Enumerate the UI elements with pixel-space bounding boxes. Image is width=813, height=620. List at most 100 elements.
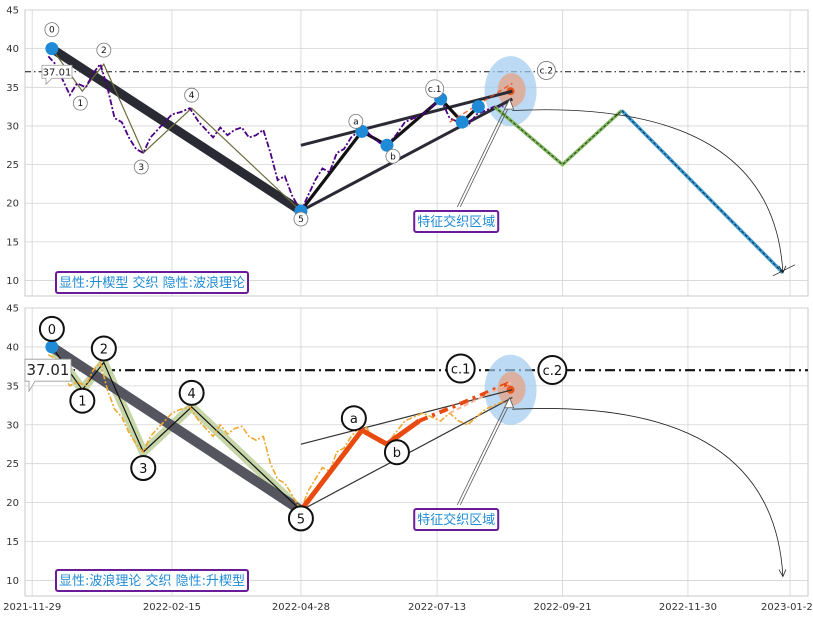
projection-blue-inner	[621, 110, 784, 274]
y-tick-label: 30	[6, 420, 19, 431]
panel-label: 显性:升楔型 交织 隐性:波浪理论	[59, 275, 245, 291]
wave-label: b	[390, 152, 396, 162]
y-tick-label: 15	[6, 537, 19, 548]
reference-label-box	[24, 358, 72, 393]
price-series	[47, 55, 504, 213]
wave-label: 0	[49, 26, 55, 36]
wave-node	[380, 138, 394, 152]
wave-label: c.2	[543, 364, 563, 379]
wedge-line-lower	[300, 97, 514, 213]
y-tick-label: 40	[6, 342, 19, 353]
wave-label-marker	[385, 148, 401, 164]
wave-label: 2	[101, 46, 107, 56]
region-pointer	[456, 401, 511, 506]
wave-label: 3	[138, 163, 144, 173]
y-tick-label: 20	[6, 498, 19, 509]
region-pointer-head	[503, 396, 515, 409]
wave-label: 2	[100, 342, 108, 357]
y-tick-label: 45	[6, 6, 19, 17]
projection-arc-head	[778, 265, 787, 274]
wave-impulse	[51, 346, 302, 511]
y-tick-label: 10	[6, 276, 19, 287]
y-tick-label: 20	[6, 199, 19, 210]
y-tick-label: 25	[6, 160, 19, 171]
wave-label: 1	[77, 99, 83, 109]
wave-label: 4	[187, 387, 195, 402]
y-tick-label: 10	[6, 576, 19, 587]
wave-label: b	[393, 446, 401, 461]
wave-label-marker	[293, 211, 309, 227]
wave-c-light	[449, 381, 513, 414]
wave-abc	[298, 418, 421, 512]
reference-label: 37.01	[27, 361, 70, 379]
panel-label: 显性:波浪理论 交织 隐性:升楔型	[59, 573, 245, 589]
panel-top: 1015202530354045特征交织区域012345abc.1c.237.0…	[6, 6, 809, 297]
projection-green-inner	[494, 106, 623, 166]
wedge-line-main	[46, 341, 306, 516]
reference-label-box	[41, 64, 73, 86]
projection-arc	[512, 408, 784, 577]
plot-area	[24, 307, 809, 597]
wedge-line-upper	[300, 389, 513, 445]
wave-label: 3	[139, 462, 147, 477]
reference-label: 37.01	[43, 67, 72, 78]
y-tick-label: 45	[6, 304, 19, 315]
wave-label-marker	[178, 379, 205, 406]
wave-label-marker	[340, 405, 367, 432]
wave-label-marker	[44, 22, 60, 38]
wave-label: c.2	[540, 66, 554, 76]
x-tick-label: 2022-04-28	[272, 602, 330, 613]
wave-label: 5	[297, 512, 305, 527]
region-label: 特征交织区域	[417, 512, 495, 528]
y-tick-label: 40	[6, 44, 19, 55]
x-tick-label: 2022-11-30	[659, 602, 717, 613]
wave-node	[45, 42, 59, 56]
region-pointer	[456, 102, 511, 208]
wave-label-marker	[537, 354, 568, 385]
x-tick-label: 2023-01-26	[761, 602, 813, 613]
wave-label-marker	[69, 387, 96, 414]
wave-label: 0	[48, 323, 56, 338]
wave-label: a	[353, 117, 359, 127]
wave-label: 4	[189, 91, 195, 101]
y-tick-label: 35	[6, 83, 19, 94]
projection-end-mark	[772, 264, 796, 277]
x-tick-label: 2022-09-21	[533, 602, 591, 613]
x-tick-label: 2022-02-15	[143, 602, 201, 613]
wave-node	[471, 100, 485, 114]
wave-label-marker	[72, 95, 88, 111]
wave-label-marker	[536, 61, 556, 80]
plot-area	[24, 9, 809, 297]
region-pointer-head	[503, 98, 515, 110]
wave-label-marker	[287, 505, 314, 532]
projection-arc-head	[778, 569, 787, 578]
wave-label-marker	[445, 353, 476, 384]
wave-label-marker	[38, 315, 65, 342]
wave-label-marker	[90, 335, 117, 362]
wave-label-marker	[133, 159, 149, 175]
wedge-line-main	[47, 44, 306, 216]
wave-label-marker	[425, 79, 445, 99]
x-tick-label: 2021-11-29	[3, 602, 61, 613]
projection-arc	[512, 109, 784, 273]
panel-label-box	[55, 569, 249, 592]
region-label-box	[413, 210, 500, 233]
wave-label-marker	[96, 42, 112, 58]
wave-label: c.1	[451, 363, 471, 378]
wave-node	[455, 115, 469, 129]
wave-node	[45, 340, 59, 354]
price-series	[47, 353, 504, 513]
wave-label-marker	[383, 439, 410, 466]
region-label-box	[413, 508, 500, 531]
wave-label: 1	[78, 395, 86, 410]
wave-label: a	[350, 412, 358, 427]
y-tick-label: 35	[6, 381, 19, 392]
wave-label-marker	[184, 87, 200, 103]
wave-label-marker	[348, 113, 364, 129]
wave-c-dashdot	[418, 380, 514, 423]
wave-label: 5	[298, 215, 304, 225]
y-tick-label: 15	[6, 237, 19, 248]
y-tick-label: 30	[6, 121, 19, 132]
